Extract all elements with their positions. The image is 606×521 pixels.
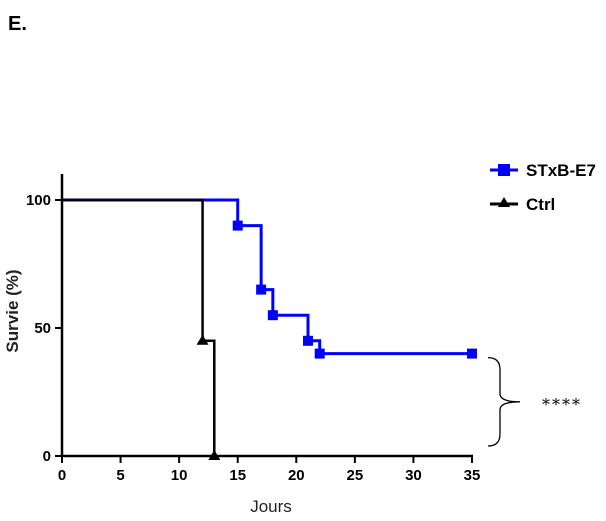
legend: STxB-E7 Ctrl: [490, 161, 596, 214]
x-tick-label: 10: [171, 467, 188, 484]
legend-label-stxb-e7: STxB-E7: [526, 161, 596, 180]
x-tick-label: 20: [288, 467, 305, 484]
legend-item-ctrl: Ctrl: [490, 195, 555, 214]
y-ticks: 0 50 100: [26, 192, 62, 465]
series-stxb-e7: [62, 198, 477, 359]
y-tick-label: 0: [43, 448, 51, 465]
panel-label: E.: [8, 13, 27, 35]
data-point-stxb-e7: [314, 348, 325, 359]
significance-label: ****: [542, 395, 582, 414]
x-tick-label: 5: [116, 467, 124, 484]
y-axis-title: Survie (%): [3, 269, 22, 352]
data-point-stxb-e7: [256, 284, 267, 295]
significance-bracket: ****: [487, 356, 582, 447]
x-ticks: 0 5 10 15 20 25 30 35: [58, 456, 481, 484]
x-axis-title: Jours: [250, 497, 292, 516]
legend-item-stxb-e7: STxB-E7: [490, 161, 596, 180]
series-line-stxb-e7: [62, 198, 472, 356]
legend-label-ctrl: Ctrl: [526, 195, 555, 214]
data-point-ctrl: [196, 334, 209, 345]
data-point-stxb-e7: [267, 310, 278, 321]
data-point-ctrl: [208, 450, 221, 460]
x-tick-label: 30: [405, 467, 422, 484]
x-tick-label: 25: [347, 467, 364, 484]
x-tick-label: 35: [464, 467, 481, 484]
series-layer: [62, 198, 477, 460]
y-tick-label: 100: [26, 192, 51, 209]
legend-marker-triangle: [498, 197, 510, 207]
bracket-path: [487, 356, 521, 447]
data-point-stxb-e7: [232, 220, 243, 231]
data-point-stxb-e7: [467, 348, 477, 359]
series-ctrl: [62, 198, 221, 460]
legend-marker-square: [498, 164, 510, 176]
series-line-ctrl: [62, 198, 216, 456]
y-tick-label: 50: [34, 320, 51, 337]
x-tick-label: 15: [229, 467, 246, 484]
data-point-stxb-e7: [303, 335, 313, 346]
x-tick-label: 0: [58, 467, 66, 484]
axes: 0 5 10 15 20 25 30 35 0 50 100: [26, 174, 480, 484]
